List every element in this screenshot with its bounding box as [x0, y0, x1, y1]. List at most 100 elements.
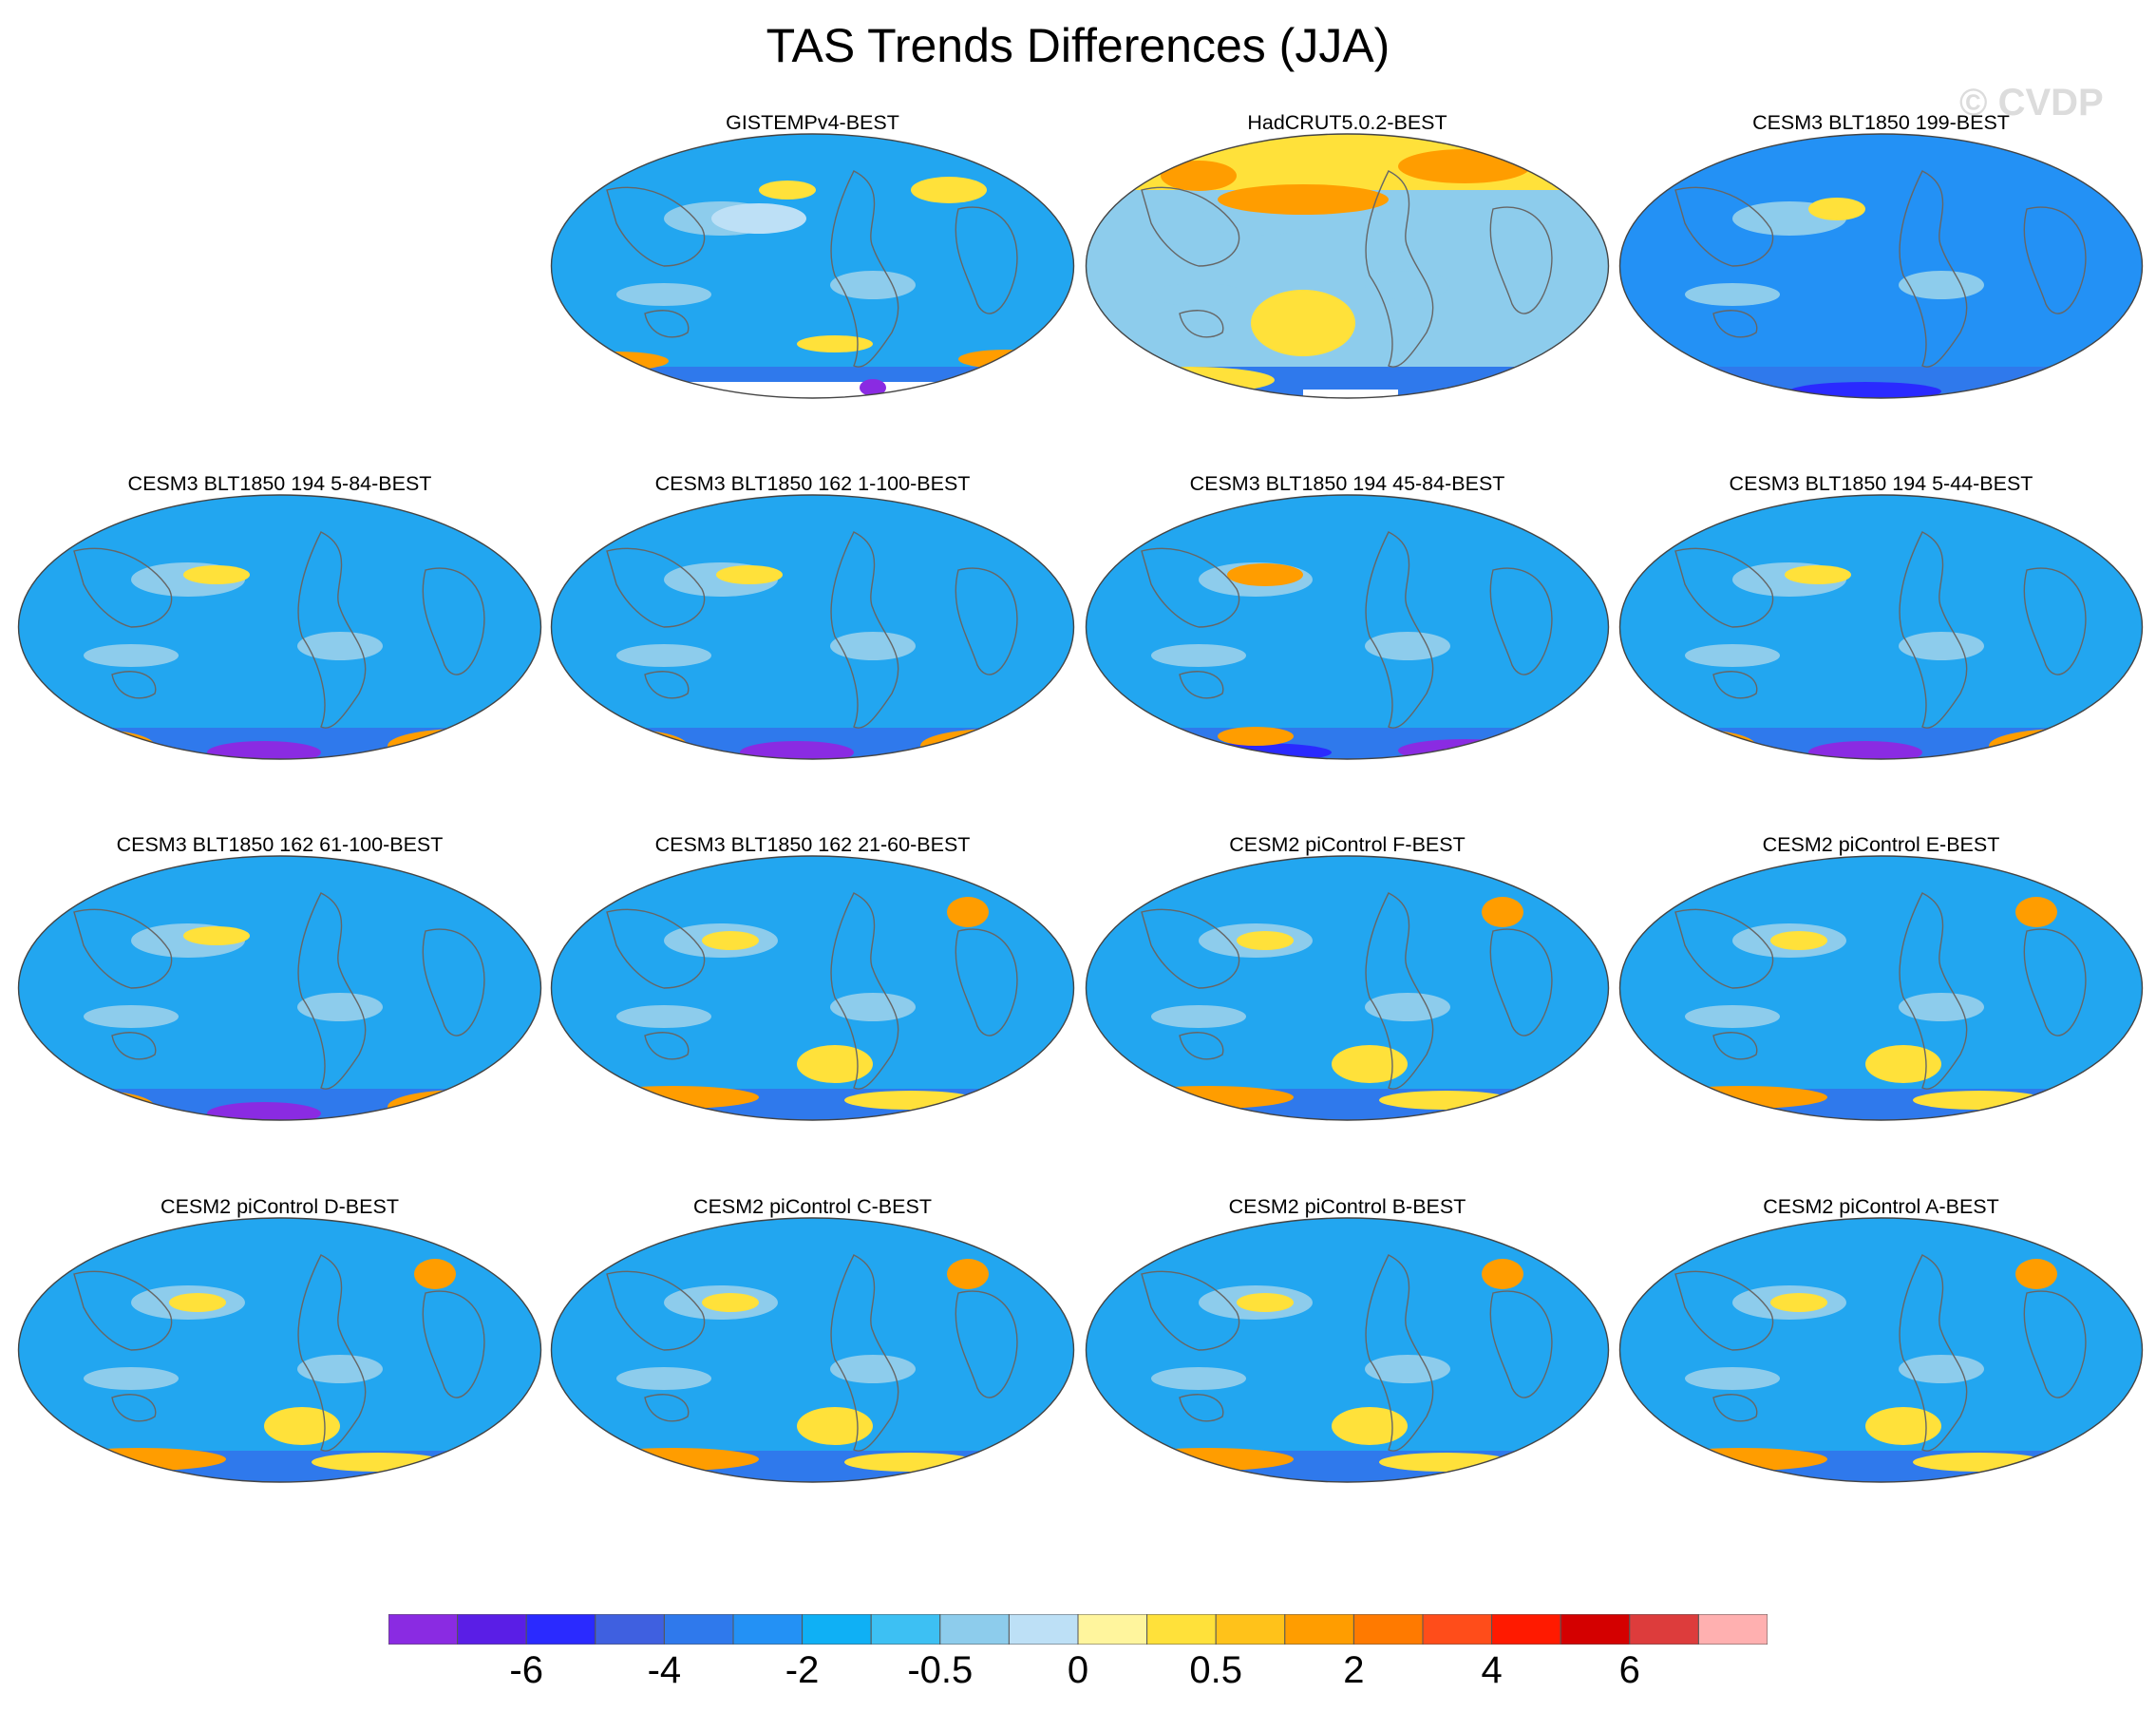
panel-title: CESM2 piControl D-BEST [161, 1195, 399, 1218]
australia-outline [644, 671, 690, 699]
colorbar-tick-label: 2 [1343, 1649, 1365, 1691]
colorbar-swatch [1422, 1614, 1493, 1645]
map-boundary [550, 855, 1075, 1121]
southern-ocean-band [1086, 1089, 1609, 1120]
americas-outline [830, 1254, 899, 1452]
panel-title: CESM3 BLT1850 194 5-44-BEST [1729, 472, 2033, 495]
light-anomaly-patch [1685, 283, 1780, 306]
warm-anomaly [1770, 1293, 1827, 1312]
light-anomaly-patch [84, 1367, 179, 1390]
warm-anomaly [1770, 931, 1827, 950]
light-anomaly-patch [1685, 1005, 1780, 1028]
colorbar-tick-label: 0 [1067, 1649, 1089, 1691]
map-panel: GISTEMPv4-BEST [550, 110, 1075, 460]
americas-outline [830, 170, 899, 368]
map-boundary [1085, 494, 1610, 760]
africa-outline [955, 567, 1018, 675]
continent-outlines [1141, 170, 1553, 368]
warm-anomaly [844, 1091, 977, 1110]
asia-outline [1674, 1270, 1774, 1351]
map-boundary [17, 494, 542, 760]
warm-anomaly [702, 931, 759, 950]
colorbar-swatch [663, 1614, 734, 1645]
colorbar-swatch [1215, 1614, 1286, 1645]
warm-anomaly [911, 177, 987, 203]
light-anomaly-patch [616, 644, 711, 667]
map-boundary [1618, 855, 2144, 1121]
warm-anomaly [1332, 1045, 1408, 1083]
map-panel: CESM2 piControl B-BEST [1085, 1194, 1610, 1544]
light-anomaly-patch [1899, 1355, 1984, 1383]
africa-outline [2023, 1290, 2087, 1398]
continent-outlines [1674, 531, 2087, 729]
continent-outlines [1141, 892, 1553, 1090]
continent-outlines [1141, 531, 1553, 729]
figure-title: TAS Trends Differences (JJA) [766, 19, 1390, 72]
map-projection [17, 855, 542, 1121]
light-anomaly-patch [1899, 271, 1984, 299]
map-projection [1085, 1217, 1610, 1483]
light-anomaly-patch [1151, 1367, 1246, 1390]
colorbar-tick-label: -4 [647, 1649, 682, 1691]
warm-anomaly [1218, 727, 1294, 746]
asia-outline [1674, 547, 1774, 628]
light-anomaly-patch [1899, 632, 1984, 660]
light-anomaly-patch [84, 1005, 179, 1028]
warm-anomaly [1379, 1091, 1512, 1110]
warm-anomaly [1656, 1086, 1827, 1109]
light-anomaly-patch [1365, 1355, 1450, 1383]
warm-anomaly [435, 743, 511, 759]
colorbar-swatch [1077, 1614, 1148, 1645]
asia-outline [606, 186, 706, 267]
warm-anomaly [2036, 743, 2112, 759]
map-panel: CESM2 piControl A-BEST [1618, 1194, 2144, 1544]
colorbar-swatch [732, 1614, 804, 1645]
light-anomaly-patch [1365, 271, 1450, 299]
warm-anomaly [1482, 897, 1523, 927]
warm-anomaly [1865, 1045, 1941, 1083]
americas-outline [1365, 892, 1434, 1090]
americas-outline [297, 531, 367, 729]
warm-anomaly [414, 1259, 456, 1289]
light-anomaly-patch [1365, 632, 1450, 660]
warm-anomaly [55, 1448, 226, 1471]
continent-outlines [606, 1254, 1018, 1452]
warm-anomaly [968, 743, 1044, 759]
warm-anomaly [759, 181, 816, 200]
asia-outline [1141, 1270, 1240, 1351]
panel-title: CESM2 piControl E-BEST [1762, 833, 2000, 856]
colorbar-swatches [388, 1614, 1768, 1645]
continent-outlines [1674, 1254, 2087, 1452]
colorbar-swatch [870, 1614, 941, 1645]
map-projection [1085, 855, 1610, 1121]
asia-outline [73, 908, 173, 989]
warm-anomaly [716, 565, 783, 584]
asia-outline [606, 1270, 706, 1351]
africa-outline [1489, 928, 1553, 1037]
americas-outline [830, 531, 899, 729]
colorbar-swatch [1560, 1614, 1631, 1645]
map-boundary [1618, 133, 2144, 399]
africa-outline [1489, 1290, 1553, 1398]
americas-outline [1899, 892, 1968, 1090]
warm-anomaly [1379, 1453, 1512, 1472]
warm-anomaly [947, 1259, 989, 1289]
panel-title: GISTEMPv4-BEST [726, 111, 899, 134]
colorbar [388, 1614, 1768, 1645]
warm-anomaly [588, 1448, 759, 1471]
light-anomaly-patch [1151, 1005, 1246, 1028]
colorbar-tick-label: -6 [509, 1649, 543, 1691]
southern-ocean-band [1619, 1451, 2143, 1482]
australia-outline [111, 1394, 157, 1422]
americas-outline [1365, 1254, 1434, 1452]
map-panel: HadCRUT5.0.2-BEST [1085, 110, 1610, 460]
africa-outline [1489, 206, 1553, 314]
map-boundary [1618, 1217, 2144, 1483]
australia-outline [1712, 310, 1758, 338]
colorbar-swatch [1352, 1614, 1424, 1645]
map-panel: CESM3 BLT1850 162 21-60-BEST [550, 832, 1075, 1182]
warm-anomaly [2015, 897, 2057, 927]
panel-title: CESM3 BLT1850 162 61-100-BEST [116, 833, 444, 856]
africa-outline [2023, 928, 2087, 1037]
panel-title: CESM2 piControl B-BEST [1228, 1195, 1466, 1218]
